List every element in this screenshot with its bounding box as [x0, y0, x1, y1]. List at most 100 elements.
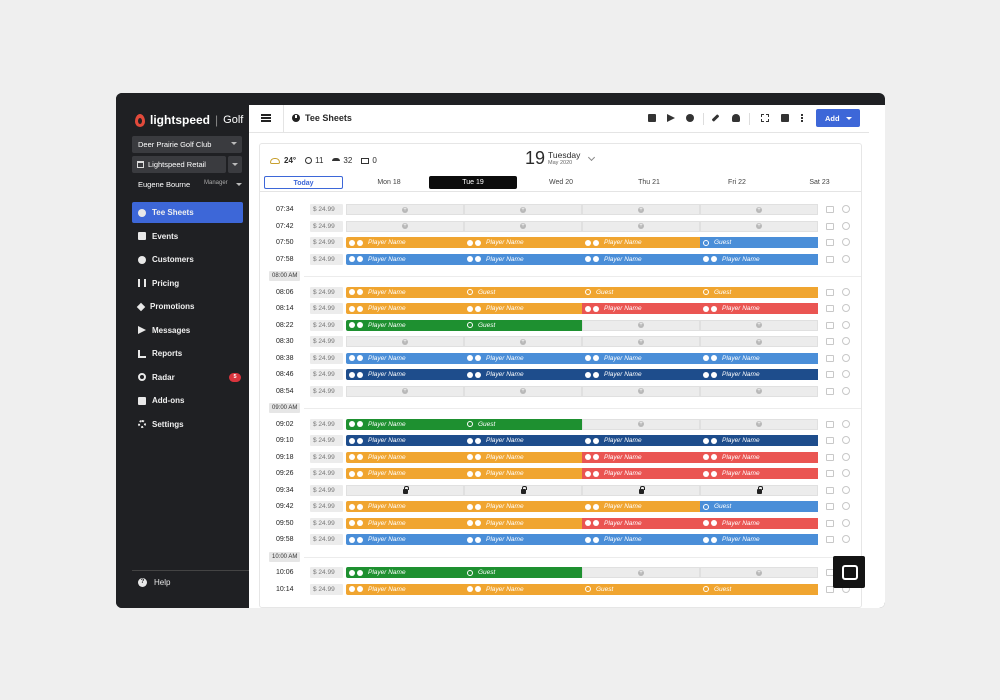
green-fee[interactable]: $ 24.99 [310, 352, 343, 364]
booking-player[interactable]: Player Name [346, 451, 464, 463]
timer-icon[interactable] [842, 304, 850, 312]
booking-player[interactable]: Player Name [582, 501, 700, 512]
empty-slot[interactable]: + [582, 567, 700, 578]
timer-icon[interactable] [842, 386, 850, 395]
booking-player[interactable]: Player Name [700, 369, 818, 380]
timer-icon[interactable] [842, 518, 850, 527]
tab-thu[interactable]: Thu 21 [638, 179, 660, 186]
cart-icon[interactable] [826, 354, 834, 362]
club-selector[interactable]: Deer Prairie Golf Club [132, 136, 242, 153]
nav-item-promotions[interactable]: Promotions [132, 296, 243, 317]
empty-slot[interactable]: + [700, 336, 818, 347]
nav-item-messages[interactable]: Messages [132, 320, 243, 341]
chat-button[interactable] [833, 556, 865, 588]
booking-guest[interactable]: Guest [464, 418, 582, 430]
block-icon[interactable] [686, 114, 694, 122]
cart-icon[interactable] [826, 338, 834, 345]
cart-icon[interactable] [826, 255, 834, 263]
booking-player[interactable]: Player Name [464, 352, 582, 364]
booking-player[interactable]: Player Name [582, 369, 700, 380]
booking-player[interactable]: Player Name [346, 517, 464, 529]
empty-slot[interactable]: + [582, 220, 700, 232]
booking-player[interactable]: Player Name [582, 517, 700, 529]
booking-player[interactable]: Player Name [582, 237, 700, 248]
booking-player[interactable]: Player Name [464, 534, 582, 545]
empty-slot[interactable]: + [464, 204, 582, 215]
booking-player[interactable]: Player Name [346, 567, 464, 578]
cart-icon[interactable] [826, 519, 834, 527]
booking-player[interactable]: Player Name [582, 303, 700, 314]
booking-guest[interactable]: Guest [582, 286, 700, 298]
cart-icon[interactable] [826, 222, 834, 230]
timer-icon[interactable] [842, 469, 850, 477]
cart-icon[interactable] [826, 239, 834, 246]
nav-item-reports[interactable]: Reports [132, 343, 243, 364]
cart-icon[interactable] [826, 470, 834, 477]
green-fee[interactable]: $ 24.99 [310, 204, 343, 215]
empty-slot[interactable]: + [582, 418, 700, 430]
timer-icon[interactable] [842, 221, 850, 230]
green-fee[interactable]: $ 24.99 [310, 253, 343, 265]
timer-icon[interactable] [842, 419, 850, 428]
booking-guest[interactable]: Guest [700, 237, 818, 248]
empty-slot[interactable]: + [464, 385, 582, 397]
more-icon[interactable] [801, 114, 803, 122]
empty-slot[interactable]: + [464, 220, 582, 232]
nav-item-tee-sheets[interactable]: Tee Sheets [132, 202, 243, 223]
booking-player[interactable]: Player Name [464, 253, 582, 265]
empty-slot[interactable]: + [346, 220, 464, 232]
timer-icon[interactable] [842, 238, 850, 246]
cart-icon[interactable] [826, 585, 834, 593]
green-fee[interactable]: $ 24.99 [310, 435, 343, 446]
cart-icon[interactable] [826, 420, 834, 428]
cart-icon[interactable] [826, 536, 834, 543]
nav-item-pricing[interactable]: Pricing [132, 273, 243, 294]
cart-icon[interactable] [826, 305, 834, 312]
scan-icon[interactable] [761, 114, 769, 122]
menu-icon[interactable] [261, 114, 271, 122]
booking-guest[interactable]: Guest [700, 286, 818, 298]
booking-player[interactable]: Player Name [700, 451, 818, 463]
booking-player[interactable]: Player Name [700, 253, 818, 265]
timer-icon[interactable] [842, 485, 850, 494]
cart-icon[interactable] [826, 503, 834, 510]
nav-item-settings[interactable]: Settings [132, 414, 243, 435]
date-picker[interactable]: 19 Tuesday May 2020 [525, 148, 596, 169]
cart-icon[interactable] [648, 114, 656, 122]
green-fee[interactable]: $ 24.99 [310, 583, 343, 595]
green-fee[interactable]: $ 24.99 [310, 534, 343, 545]
booking-player[interactable]: Player Name [700, 303, 818, 314]
booking-player[interactable]: Player Name [700, 352, 818, 364]
blocked-slot[interactable] [346, 484, 464, 496]
booking-player[interactable]: Player Name [582, 468, 700, 479]
send-icon[interactable] [667, 114, 675, 122]
booking-player[interactable]: Player Name [582, 451, 700, 463]
booking-player[interactable]: Player Name [464, 237, 582, 248]
green-fee[interactable]: $ 24.99 [310, 501, 343, 512]
green-fee[interactable]: $ 24.99 [310, 517, 343, 529]
booking-player[interactable]: Player Name [346, 369, 464, 380]
green-fee[interactable]: $ 24.99 [310, 468, 343, 479]
booking-player[interactable]: Player Name [346, 534, 464, 545]
booking-player[interactable]: Player Name [346, 583, 464, 595]
booking-guest[interactable]: Guest [582, 583, 700, 595]
empty-slot[interactable]: + [700, 220, 818, 232]
tab-wed[interactable]: Wed 20 [549, 179, 573, 186]
cart-icon[interactable] [826, 453, 834, 461]
cart-icon[interactable] [826, 486, 834, 494]
tab-sat[interactable]: Sat 23 [809, 179, 830, 186]
green-fee[interactable]: $ 24.99 [310, 286, 343, 298]
booking-guest[interactable]: Guest [464, 567, 582, 578]
green-fee[interactable]: $ 24.99 [310, 369, 343, 380]
green-fee[interactable]: $ 24.99 [310, 451, 343, 463]
cart-icon[interactable] [826, 321, 834, 329]
green-fee[interactable]: $ 24.99 [310, 319, 343, 331]
booking-player[interactable]: Player Name [346, 352, 464, 364]
booking-player[interactable]: Player Name [464, 468, 582, 479]
booking-player[interactable]: Player Name [582, 352, 700, 364]
blocked-slot[interactable] [582, 484, 700, 496]
timer-icon[interactable] [842, 320, 850, 329]
add-button[interactable]: Add [816, 109, 860, 127]
empty-slot[interactable]: + [700, 385, 818, 397]
timer-icon[interactable] [842, 205, 850, 213]
